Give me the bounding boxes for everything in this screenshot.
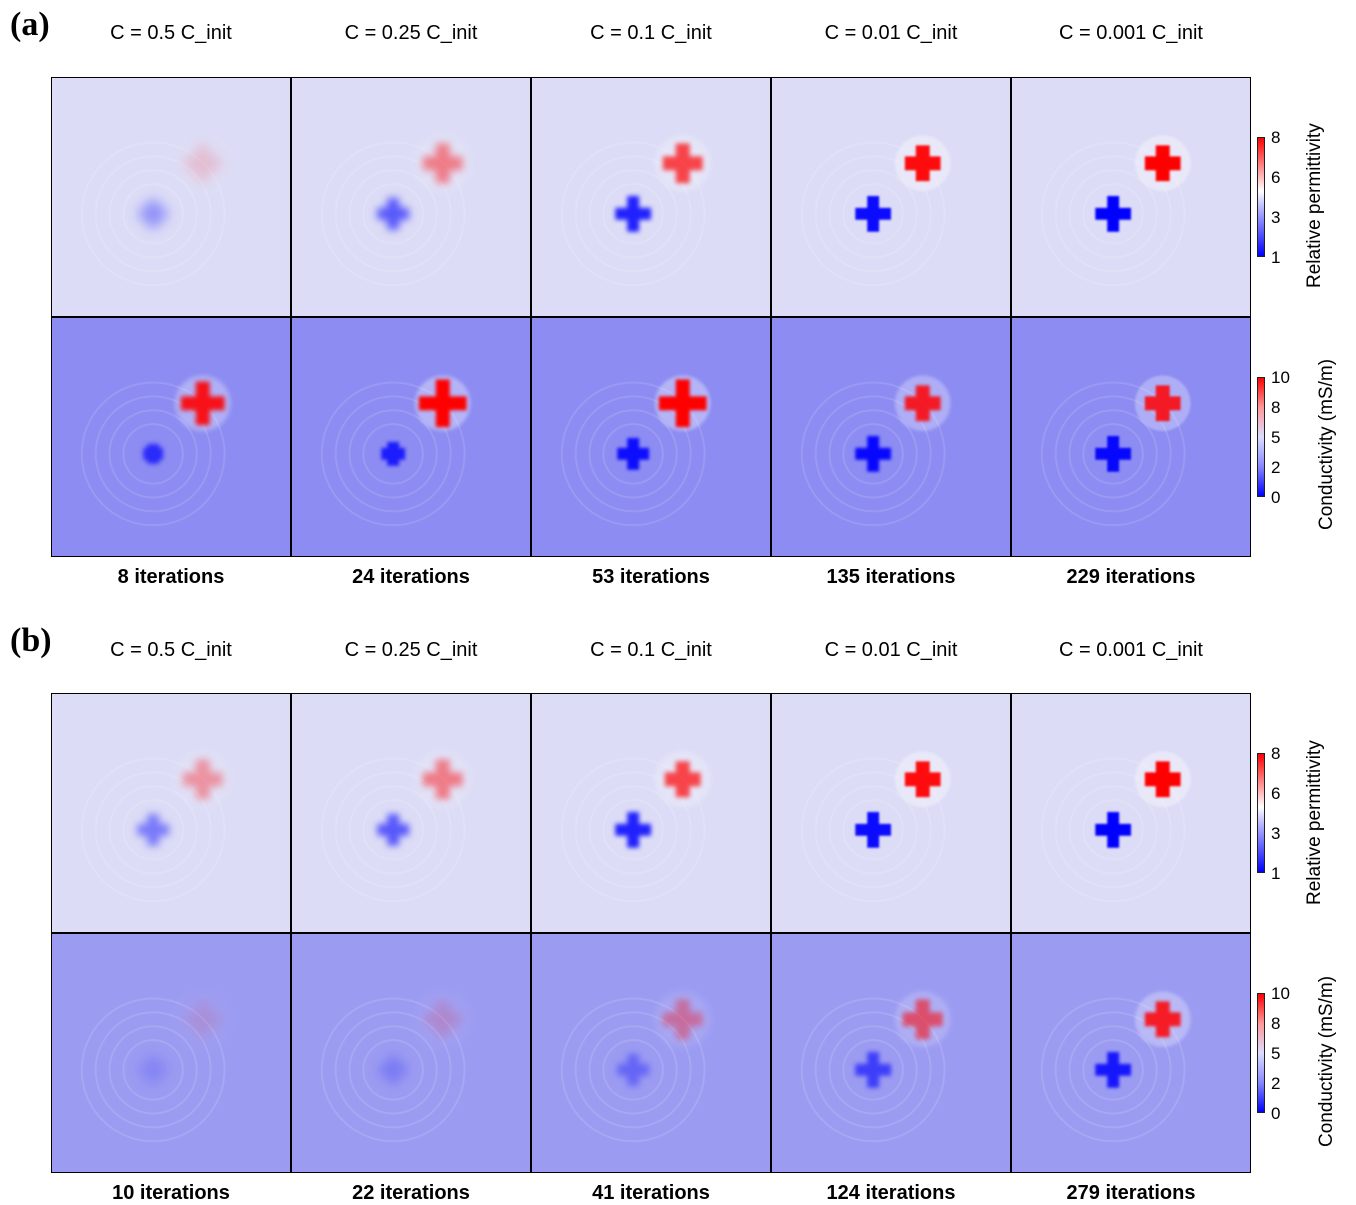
panel-b-image-grid <box>51 693 1251 1173</box>
panel-a-eps-tick-1: 1 <box>1271 248 1281 267</box>
panel-a-eps-tick-3: 3 <box>1271 208 1281 227</box>
panel-b-conductivity-image-3 <box>531 933 771 1173</box>
panel-b-eps-tick-8: 8 <box>1271 744 1281 763</box>
panel-b-conductivity-colorbar <box>1257 993 1265 1113</box>
panel-a-label: (a) <box>10 6 50 43</box>
panel-b-col2-iterations: 22 iterations <box>352 1182 470 1204</box>
panel-b-permittivity-image-4 <box>771 693 1011 933</box>
panel-a-permittivity-image-1 <box>51 77 291 317</box>
panel-b-conductivity-image-1 <box>51 933 291 1173</box>
panel-a-conductivity-image-2 <box>291 317 531 557</box>
panel-b-conductivity-image-4 <box>771 933 1011 1173</box>
panel-b-col3-iterations: 41 iterations <box>592 1182 710 1204</box>
panel-a-sig-tick-5: 5 <box>1271 428 1281 447</box>
panel-b-conductivity-image-5 <box>1011 933 1251 1173</box>
panel-a-eps-tick-8: 8 <box>1271 128 1281 147</box>
panel-a-permittivity-image-4 <box>771 77 1011 317</box>
panel-b-permittivity-title: Relative permittivity <box>1304 740 1325 905</box>
panel-b-sig-tick-8: 8 <box>1271 1014 1281 1033</box>
panel-b-sig-tick-2: 2 <box>1271 1074 1281 1093</box>
panel-a-col5-iterations: 229 iterations <box>1066 566 1196 588</box>
panel-a-col2-header: C = 0.25 C_init <box>344 22 478 44</box>
panel-a-permittivity-image-2 <box>291 77 531 317</box>
panel-a-col2-iterations: 24 iterations <box>352 566 470 588</box>
panel-b-eps-tick-6: 6 <box>1271 784 1281 803</box>
panel-a-col1-header: C = 0.5 C_init <box>110 22 232 44</box>
panel-a-col3-iterations: 53 iterations <box>592 566 710 588</box>
panel-a-col4-header: C = 0.01 C_init <box>824 22 958 44</box>
panel-b-col1-iterations: 10 iterations <box>112 1182 230 1204</box>
panel-a-eps-tick-6: 6 <box>1271 168 1281 187</box>
panel-a-permittivity-colorbar <box>1257 137 1265 257</box>
panel-b-col4-header: C = 0.01 C_init <box>824 639 958 661</box>
panel-b-eps-tick-3: 3 <box>1271 824 1281 843</box>
panel-b-permittivity-colorbar <box>1257 753 1265 873</box>
panel-a-col4-iterations: 135 iterations <box>826 566 956 588</box>
panel-a-col3-header: C = 0.1 C_init <box>590 22 712 44</box>
panel-b-permittivity-image-5 <box>1011 693 1251 933</box>
panel-b-permittivity-image-3 <box>531 693 771 933</box>
panel-b-permittivity-image-2 <box>291 693 531 933</box>
panel-a-conductivity-image-3 <box>531 317 771 557</box>
panel-b-col4-iterations: 124 iterations <box>826 1182 956 1204</box>
panel-b-col5-header: C = 0.001 C_init <box>1059 639 1203 661</box>
panel-a-conductivity-image-4 <box>771 317 1011 557</box>
panel-b-col2-header: C = 0.25 C_init <box>344 639 478 661</box>
panel-a-conductivity-image-1 <box>51 317 291 557</box>
panel-b-col5-iterations: 279 iterations <box>1066 1182 1196 1204</box>
panel-b-col1-header: C = 0.5 C_init <box>110 639 232 661</box>
panel-a-col1-iterations: 8 iterations <box>117 566 225 588</box>
panel-b-sig-tick-5: 5 <box>1271 1044 1281 1063</box>
panel-a-permittivity-title: Relative permittivity <box>1304 123 1325 288</box>
panel-b-permittivity-image-1 <box>51 693 291 933</box>
panel-a-conductivity-image-5 <box>1011 317 1251 557</box>
panel-a-image-grid <box>51 77 1251 557</box>
panel-b-col3-header: C = 0.1 C_init <box>590 639 712 661</box>
panel-b-sig-tick-0: 0 <box>1271 1104 1281 1123</box>
panel-b-label: (b) <box>10 622 52 659</box>
panel-a-sig-tick-8: 8 <box>1271 398 1281 417</box>
panel-a-conductivity-title: Conductivity (mS/m) <box>1316 358 1337 530</box>
panel-b-conductivity-image-2 <box>291 933 531 1173</box>
panel-a-sig-tick-2: 2 <box>1271 458 1281 477</box>
panel-b-sig-tick-10: 10 <box>1271 984 1290 1003</box>
panel-a-conductivity-colorbar <box>1257 377 1265 497</box>
panel-a-permittivity-image-3 <box>531 77 771 317</box>
panel-b-conductivity-title: Conductivity (mS/m) <box>1316 975 1337 1147</box>
panel-a-permittivity-image-5 <box>1011 77 1251 317</box>
panel-a-col5-header: C = 0.001 C_init <box>1059 22 1203 44</box>
panel-a-sig-tick-0: 0 <box>1271 488 1281 507</box>
panel-b-eps-tick-1: 1 <box>1271 864 1281 883</box>
panel-a-sig-tick-10: 10 <box>1271 368 1290 387</box>
